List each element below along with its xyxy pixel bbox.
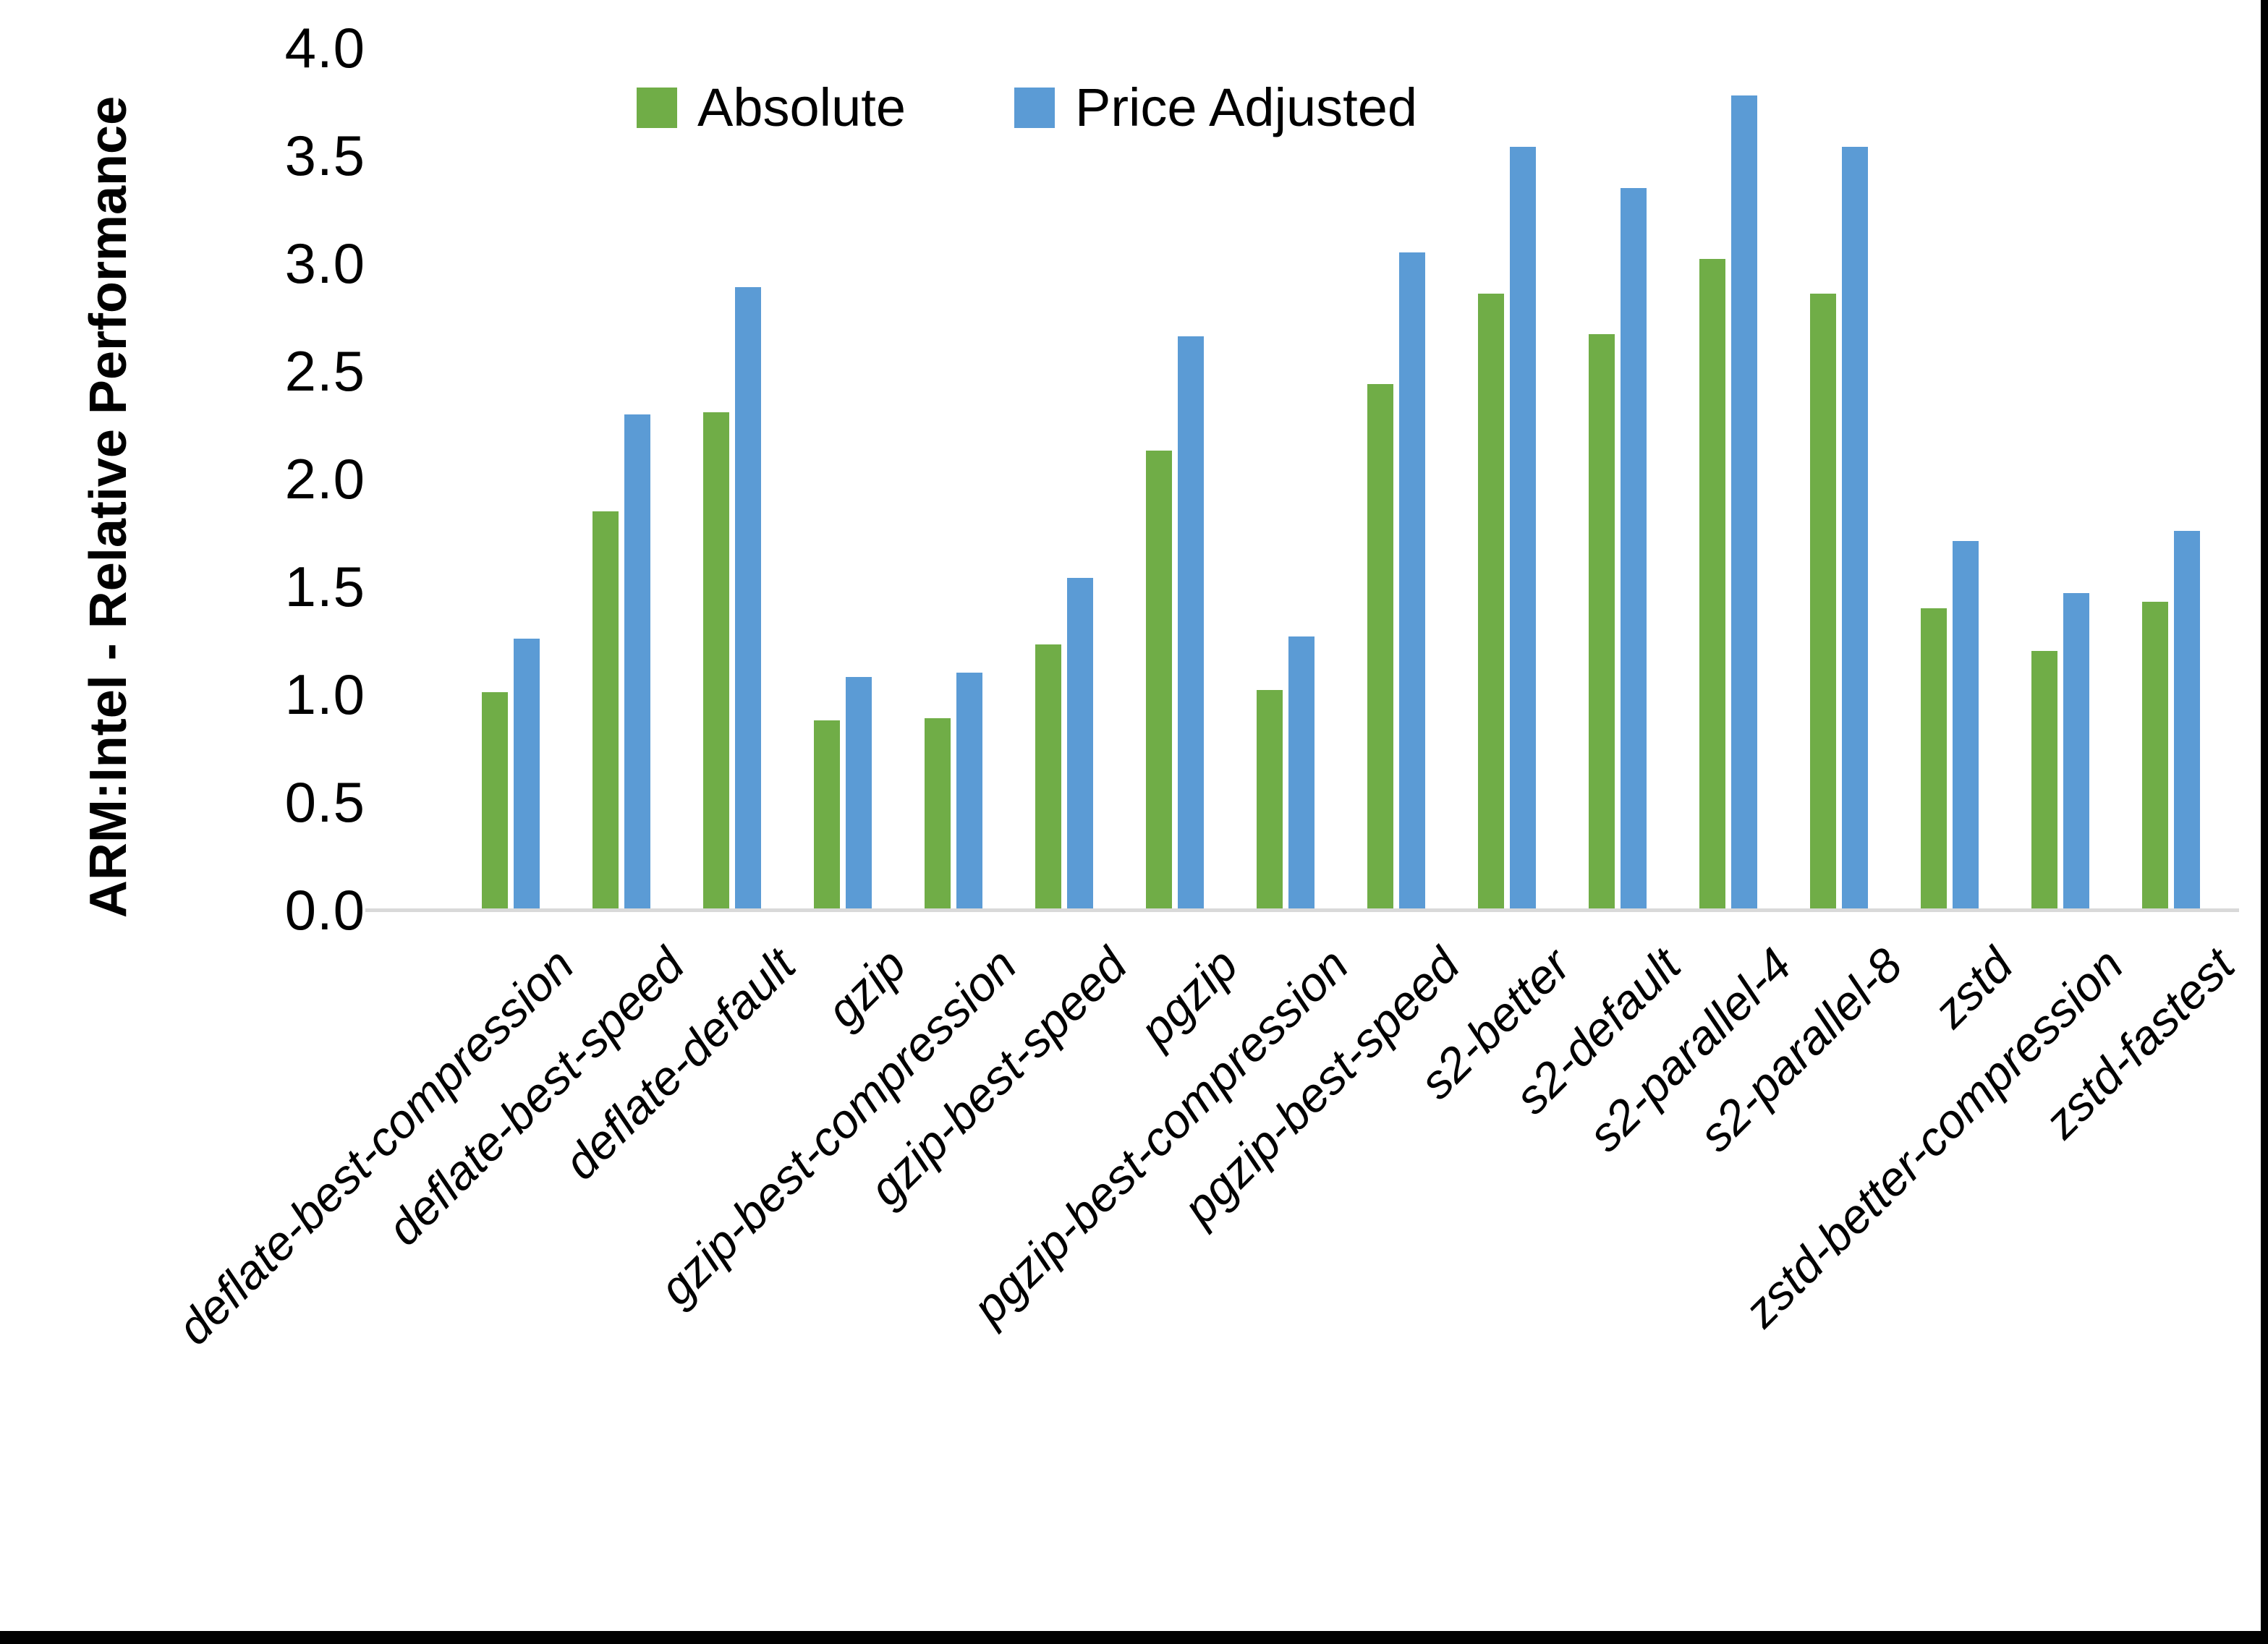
legend-item: Price Adjusted — [1014, 81, 1417, 135]
bar-price-adjusted-s2-parallel-4 — [1731, 95, 1757, 910]
bar-absolute-s2-default — [1589, 334, 1615, 910]
bar-absolute-zstd-better-compression — [2031, 651, 2057, 910]
bar-absolute-zstd-fastest — [2142, 602, 2168, 910]
bar-absolute-s2-parallel-4 — [1699, 259, 1725, 910]
bar-absolute-deflate-default — [703, 412, 729, 910]
y-tick-label: 0.5 — [284, 770, 365, 834]
y-tick-label: 4.0 — [284, 16, 365, 80]
bar-absolute-gzip-best-compression — [925, 718, 951, 910]
bar-price-adjusted-s2-default — [1621, 188, 1647, 910]
legend-swatch-icon — [637, 88, 677, 128]
legend-label: Absolute — [697, 77, 906, 137]
bar-absolute-gzip — [814, 720, 840, 910]
bar-absolute-s2-parallel-8 — [1810, 294, 1836, 910]
bar-price-adjusted-pgzip-best-compression — [1288, 636, 1314, 910]
y-tick-label: 1.0 — [284, 663, 365, 726]
bar-price-adjusted-s2-parallel-8 — [1842, 147, 1868, 910]
bar-price-adjusted-zstd-better-compression — [2063, 593, 2089, 910]
bar-price-adjusted-pgzip — [1178, 336, 1204, 910]
bar-price-adjusted-gzip — [846, 677, 872, 910]
bar-price-adjusted-deflate-best-compression — [514, 639, 540, 910]
bar-price-adjusted-deflate-default — [735, 287, 761, 910]
x-axis-line — [365, 908, 2239, 912]
x-axis-label: zstd — [1922, 937, 2023, 1038]
bar-price-adjusted-zstd — [1953, 541, 1979, 910]
bar-absolute-zstd — [1921, 608, 1947, 910]
y-tick-label: 3.5 — [284, 124, 365, 187]
bar-absolute-gzip-best-speed — [1035, 644, 1061, 910]
bar-absolute-deflate-best-compression — [482, 692, 508, 910]
legend-label: Price Adjusted — [1074, 77, 1418, 137]
bar-absolute-pgzip — [1146, 451, 1172, 910]
bar-price-adjusted-zstd-fastest — [2174, 531, 2200, 910]
y-axis-title: ARM:Intel - Relative Performance — [80, 95, 137, 919]
y-tick-label: 0.0 — [284, 878, 365, 942]
bar-price-adjusted-s2-better — [1510, 147, 1536, 910]
bar-price-adjusted-pgzip-best-speed — [1399, 252, 1425, 910]
bar-absolute-pgzip-best-speed — [1367, 384, 1393, 910]
bar-price-adjusted-gzip-best-compression — [956, 673, 982, 910]
bar-absolute-pgzip-best-compression — [1257, 690, 1283, 910]
bar-price-adjusted-deflate-best-speed — [624, 414, 650, 910]
x-axis-label: gzip — [815, 937, 916, 1038]
y-tick-label: 3.0 — [284, 231, 365, 295]
y-tick-label: 1.5 — [284, 555, 365, 618]
y-tick-label: 2.0 — [284, 447, 365, 511]
bar-absolute-deflate-best-speed — [593, 511, 619, 910]
legend-swatch-icon — [1014, 88, 1055, 128]
bottom-border — [0, 1631, 2268, 1644]
y-tick-label: 2.5 — [284, 339, 365, 403]
bar-price-adjusted-gzip-best-speed — [1067, 578, 1093, 910]
legend-item: Absolute — [637, 81, 906, 135]
bar-absolute-s2-better — [1478, 294, 1504, 910]
right-border — [2261, 0, 2268, 1644]
legend: Absolute Price Adjusted — [637, 81, 1417, 135]
